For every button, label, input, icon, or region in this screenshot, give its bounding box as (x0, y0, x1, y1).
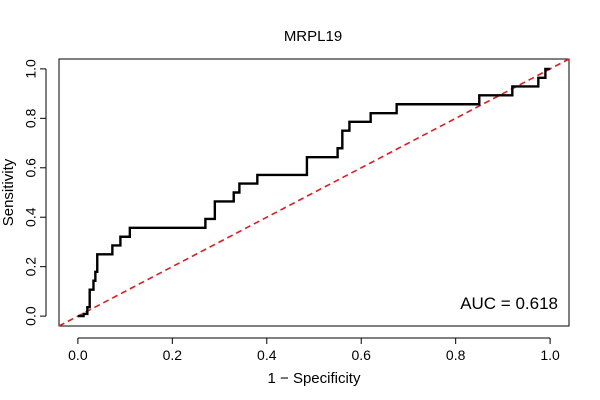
auc-annotation: AUC = 0.618 (460, 294, 558, 313)
x-tick-label: 0.8 (446, 347, 466, 363)
y-tick-label: 0.2 (23, 257, 39, 277)
y-tick-label: 0.4 (23, 207, 39, 227)
x-axis-ticks: 0.0 0.2 0.4 0.6 0.8 1.0 (68, 338, 560, 363)
x-tick-label: 0.0 (68, 347, 88, 363)
x-tick-label: 0.6 (351, 347, 371, 363)
y-axis-ticks: 0.0 0.2 0.4 0.6 0.8 1.0 (23, 59, 46, 326)
x-axis-label: 1 − Specificity (268, 370, 361, 387)
reference-diagonal-line (58, 58, 570, 327)
roc-curve-line (77, 67, 551, 318)
x-tick-label: 1.0 (540, 347, 560, 363)
plot-frame (58, 58, 570, 327)
y-tick-label: 0.8 (23, 108, 39, 128)
chart-title: MRPL19 (284, 28, 342, 45)
y-tick-label: 0.6 (23, 158, 39, 178)
y-axis-label: Sensitivity (0, 158, 17, 226)
y-tick-label: 0.0 (23, 306, 39, 326)
x-tick-label: 0.2 (163, 347, 183, 363)
y-tick-label: 1.0 (23, 59, 39, 79)
x-tick-label: 0.4 (257, 347, 277, 363)
series-layer (58, 58, 570, 327)
